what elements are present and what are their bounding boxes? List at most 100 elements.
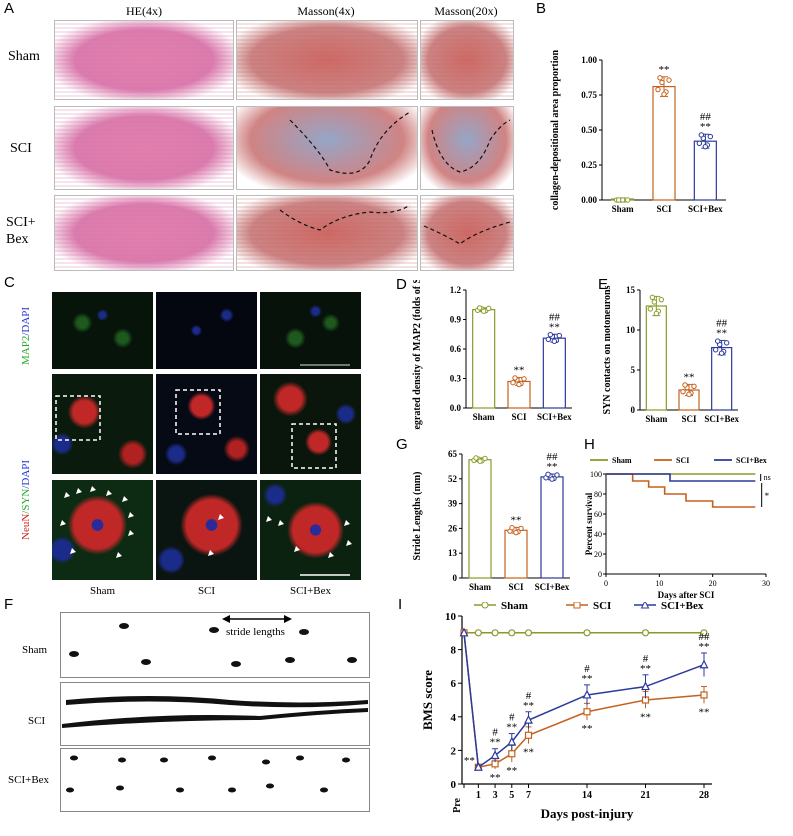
panel-label-i: I bbox=[398, 596, 403, 613]
data-point bbox=[513, 529, 519, 536]
bar-scibex bbox=[542, 337, 566, 409]
data-point bbox=[491, 629, 499, 637]
y-tick-label: 60 bbox=[594, 510, 602, 519]
panel-label-g: G bbox=[396, 436, 408, 453]
y-tick-label: 0.75 bbox=[581, 90, 597, 100]
survival-line-scibex bbox=[606, 473, 756, 482]
data-point bbox=[700, 629, 708, 637]
masson-sci-image bbox=[236, 106, 418, 190]
y-tick-label: 15 bbox=[626, 285, 636, 295]
x-tick-label: Pre bbox=[452, 797, 463, 812]
x-tick-label: Sham bbox=[469, 582, 492, 592]
y-axis-label: Stride Lengths (mm) bbox=[412, 472, 423, 561]
column-header-masson20x: Masson(20x) bbox=[434, 4, 498, 18]
data-point bbox=[714, 338, 721, 344]
significance-mark: ** bbox=[640, 663, 651, 675]
data-point bbox=[510, 379, 516, 386]
data-point bbox=[516, 381, 522, 388]
x-tick-label: SCI+Bex bbox=[704, 414, 739, 424]
survival-line-sci bbox=[606, 473, 756, 508]
significance-mark: # bbox=[492, 727, 498, 739]
x-tick-label: 14 bbox=[582, 790, 592, 801]
y-axis-label: collagen-depositional area proportion bbox=[550, 49, 561, 210]
neun-scibex-image bbox=[260, 374, 361, 474]
significance-star: * bbox=[765, 491, 770, 501]
legend-label: SCI bbox=[676, 456, 689, 465]
x-tick-label: SCI bbox=[656, 204, 672, 214]
data-point bbox=[723, 340, 730, 346]
significance-mark: ** bbox=[514, 365, 525, 377]
bar-sci bbox=[504, 529, 528, 579]
significance-mark: ## bbox=[547, 451, 559, 463]
he-scibex-image bbox=[54, 195, 234, 271]
x-tick-label: Sham bbox=[612, 204, 635, 214]
significance-mark: ** bbox=[700, 121, 711, 133]
data-point bbox=[508, 750, 516, 758]
data-point bbox=[647, 306, 654, 312]
data-point bbox=[653, 310, 660, 317]
masson20x-sham-image bbox=[420, 20, 514, 100]
y-tick-label: 0.3 bbox=[450, 374, 462, 384]
data-point bbox=[459, 627, 469, 637]
data-point bbox=[508, 629, 516, 637]
significance-mark: ## bbox=[716, 317, 728, 329]
data-point bbox=[707, 133, 714, 140]
bar-sci bbox=[652, 85, 676, 201]
x-tick-label: 21 bbox=[641, 790, 651, 801]
y-tick-label: 0 bbox=[631, 405, 636, 415]
map2-sham-image bbox=[52, 292, 153, 369]
significance-mark: ## bbox=[700, 111, 712, 123]
legend-label: Sham bbox=[612, 456, 632, 465]
y-tick-label: 100 bbox=[590, 470, 602, 479]
x-tick-label: SCI bbox=[508, 582, 524, 592]
x-tick-label: 7 bbox=[526, 790, 531, 801]
bar-sham bbox=[468, 459, 492, 579]
data-point bbox=[473, 455, 479, 461]
x-tick-label: SCI bbox=[511, 412, 527, 422]
panel-c-overlays bbox=[55, 364, 352, 576]
significance-mark: ** bbox=[490, 737, 501, 749]
y-tick-label: 4 bbox=[451, 712, 457, 724]
legend-label: SCI+Bex bbox=[736, 456, 767, 465]
map2-sci-image bbox=[156, 292, 257, 369]
panel-c-col-label-sci: SCI bbox=[197, 585, 216, 597]
bar-scibex bbox=[693, 140, 717, 201]
x-tick-label: 28 bbox=[699, 790, 709, 801]
data-point bbox=[659, 79, 665, 86]
significance-mark: ** bbox=[684, 371, 695, 383]
significance-mark: # bbox=[509, 712, 515, 724]
data-point bbox=[521, 376, 527, 382]
masson20x-scibex-image bbox=[420, 195, 514, 271]
legend-label: SCI bbox=[593, 602, 611, 612]
y-tick-label: 0 bbox=[598, 570, 602, 579]
data-point bbox=[512, 375, 518, 381]
data-point bbox=[641, 681, 650, 691]
x-tick-label: 5 bbox=[509, 790, 514, 801]
significance-mark: # bbox=[526, 690, 532, 702]
data-point bbox=[682, 382, 688, 388]
significance-mark: ** bbox=[699, 641, 710, 653]
significance-mark: ** bbox=[523, 700, 534, 712]
significance-mark: ** bbox=[506, 722, 517, 734]
neun-sham-zoom-image bbox=[52, 480, 153, 580]
panel-label-f: F bbox=[4, 596, 14, 613]
row-label-sci-bex: SCI+ Bex bbox=[6, 215, 36, 247]
x-tick-label: 20 bbox=[709, 579, 717, 588]
significance-mark: ## bbox=[549, 311, 561, 323]
x-axis-label: Days post-injury bbox=[541, 806, 634, 821]
x-axis-label: Days after SCI bbox=[658, 590, 715, 600]
data-point bbox=[474, 629, 482, 637]
panel-f-row-label-sci: SCI bbox=[28, 715, 46, 727]
masson-scibex-image bbox=[236, 195, 418, 271]
y-tick-label: 0.9 bbox=[450, 315, 462, 325]
map2-scibex-image bbox=[260, 292, 361, 369]
x-tick-label: SCI+Bex bbox=[535, 582, 570, 592]
data-point bbox=[556, 332, 563, 339]
footprint-marks bbox=[62, 615, 368, 793]
x-tick-label: Sham bbox=[645, 414, 668, 424]
legend-marker bbox=[481, 602, 489, 609]
masson20x-sci-image bbox=[420, 106, 514, 190]
